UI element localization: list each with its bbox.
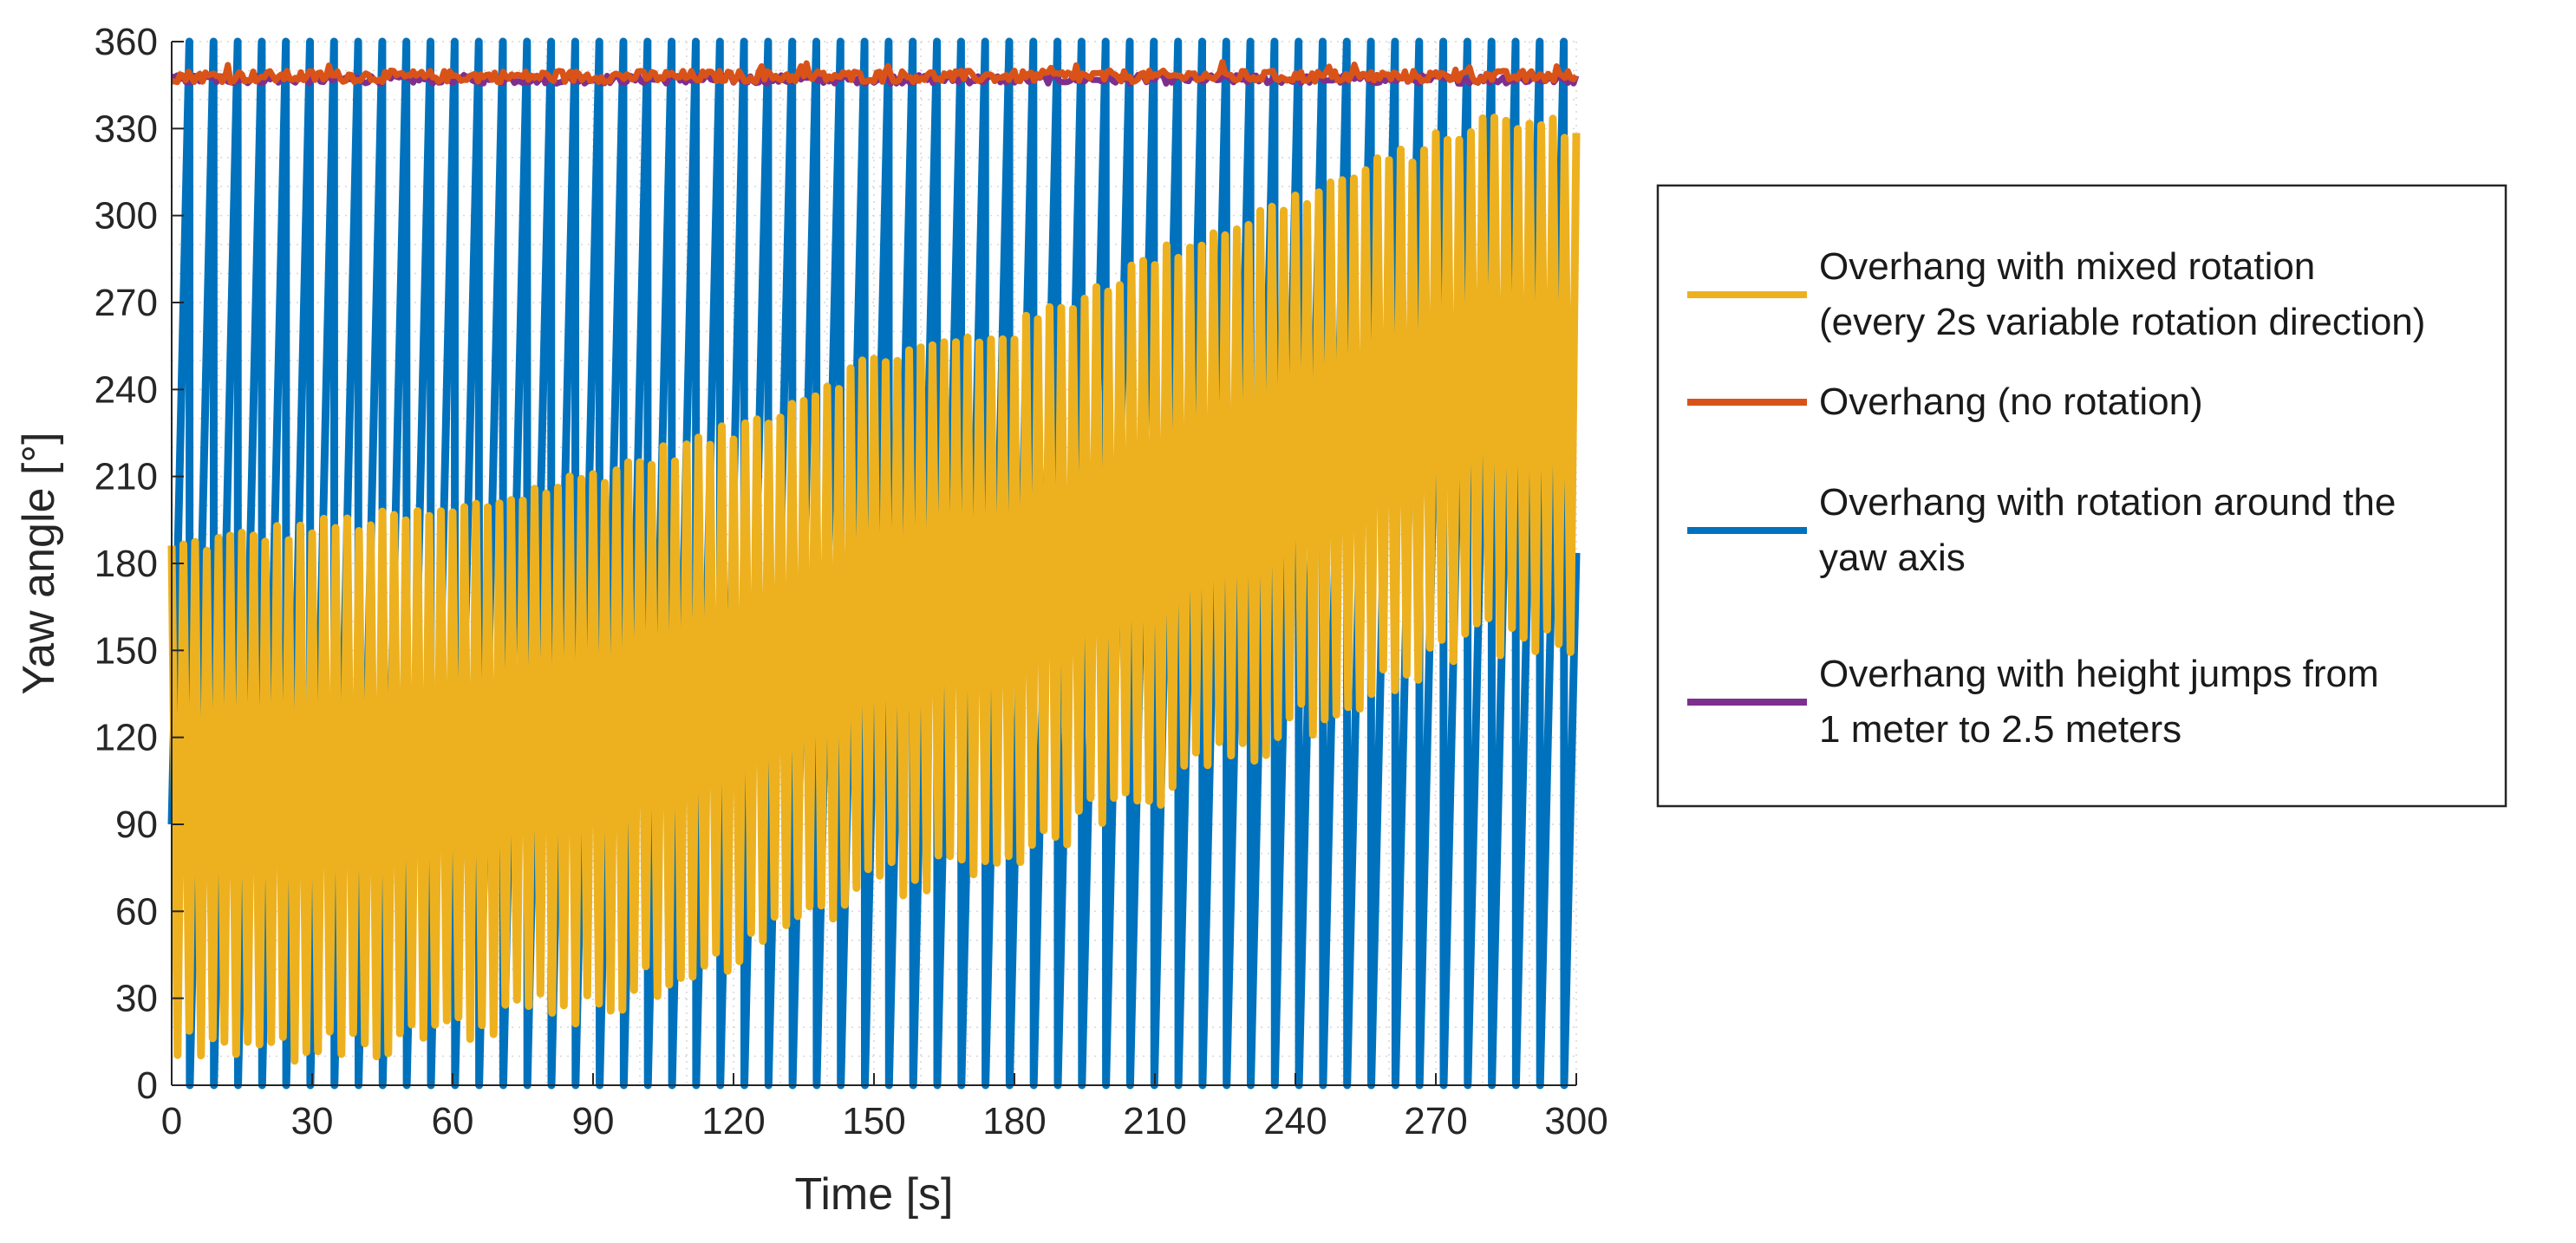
legend: Overhang with mixed rotation (every 2s va… bbox=[1656, 184, 2508, 808]
series-mixed-rotation bbox=[167, 114, 1581, 1065]
y-axis-title: Yaw angle [°] bbox=[14, 432, 64, 694]
axes bbox=[171, 41, 1577, 1086]
y-tick-label: 330 bbox=[95, 107, 158, 150]
tick-labels: 0 30 60 90 120 150 180 210 240 270 300 0 30 60 90 120 15… bbox=[95, 21, 1608, 1142]
y-tick-label: 0 bbox=[137, 1064, 158, 1107]
y-tick-label: 360 bbox=[95, 21, 158, 63]
legend-label: Overhang (no rotation) bbox=[1819, 381, 2203, 423]
x-tick-label: 150 bbox=[842, 1100, 905, 1142]
x-tick-label: 270 bbox=[1404, 1100, 1467, 1142]
legend-label: (every 2s variable rotation direction) bbox=[1819, 301, 2425, 343]
legend-label: yaw axis bbox=[1819, 537, 1966, 579]
x-tick-label: 90 bbox=[572, 1100, 615, 1142]
y-tick-label: 90 bbox=[115, 804, 158, 846]
y-tick-label: 120 bbox=[95, 717, 158, 759]
y-tick-label: 60 bbox=[115, 890, 158, 933]
legend-label: Overhang with height jumps from bbox=[1819, 653, 2379, 695]
x-tick-label: 120 bbox=[701, 1100, 765, 1142]
plot-data bbox=[167, 37, 1581, 1090]
x-tick-label: 210 bbox=[1123, 1100, 1186, 1142]
x-tick-label: 30 bbox=[291, 1100, 334, 1142]
y-tick-label: 210 bbox=[95, 456, 158, 498]
y-tick-label: 300 bbox=[95, 195, 158, 238]
x-axis-title: Time [s] bbox=[795, 1169, 954, 1220]
y-tick-label: 30 bbox=[115, 978, 158, 1020]
x-tick-label: 180 bbox=[982, 1100, 1046, 1142]
x-tick-label: 300 bbox=[1544, 1100, 1608, 1142]
x-tick-label: 240 bbox=[1263, 1100, 1327, 1142]
legend-label: Overhang with mixed rotation bbox=[1819, 245, 2315, 288]
x-tick-label: 0 bbox=[161, 1100, 182, 1142]
legend-label: 1 meter to 2.5 meters bbox=[1819, 708, 2181, 751]
legend-label: Overhang with rotation around the bbox=[1819, 481, 2396, 524]
x-tick-label: 60 bbox=[432, 1100, 474, 1142]
y-tick-label: 150 bbox=[95, 629, 158, 672]
series-no-rotation bbox=[171, 59, 1579, 86]
y-tick-label: 180 bbox=[95, 543, 158, 585]
y-tick-label: 270 bbox=[95, 282, 158, 324]
y-tick-label: 240 bbox=[95, 368, 158, 411]
